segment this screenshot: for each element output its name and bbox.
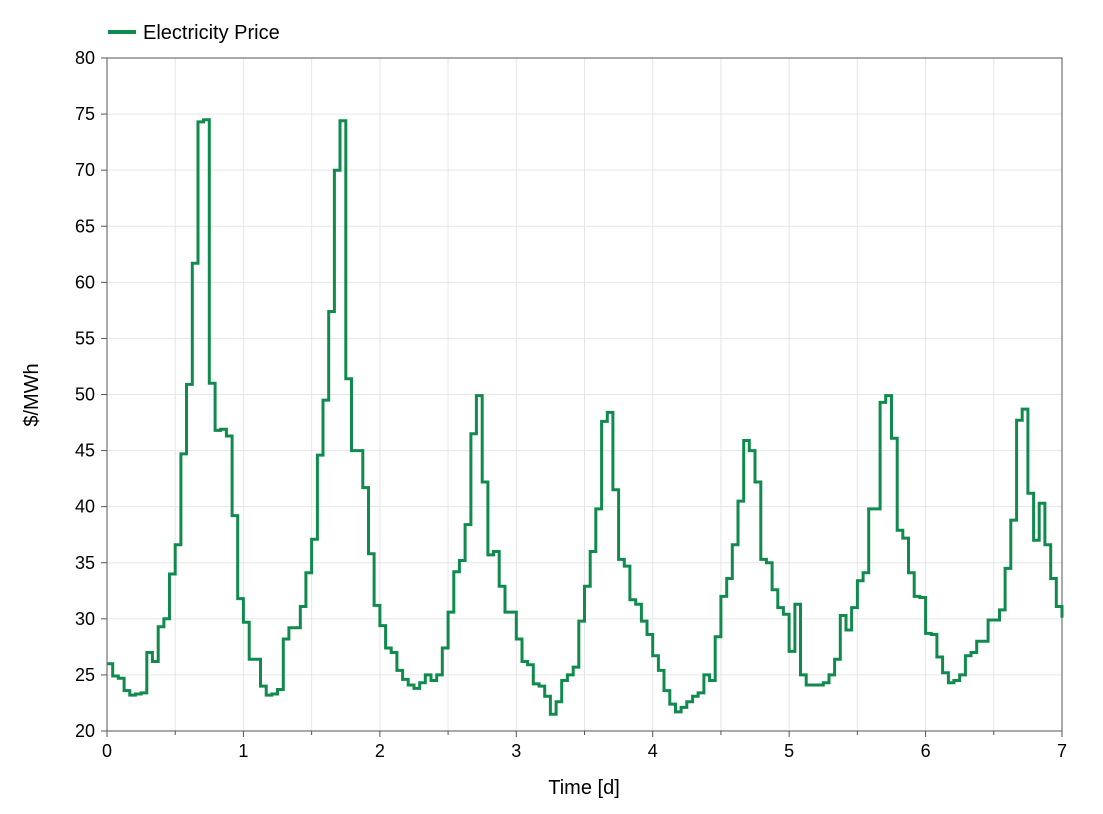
x-tick-label: 5 bbox=[784, 741, 794, 761]
y-tick-label: 60 bbox=[75, 272, 95, 292]
y-tick-label: 70 bbox=[75, 160, 95, 180]
x-axis-ticks: 0 1 2 3 4 5 6 7 bbox=[102, 731, 1067, 761]
x-tick-label: 6 bbox=[921, 741, 931, 761]
y-axis-title: $/MWh bbox=[21, 363, 43, 426]
x-tick-label: 2 bbox=[375, 741, 385, 761]
y-tick-label: 80 bbox=[75, 48, 95, 68]
y-tick-label: 75 bbox=[75, 104, 95, 124]
y-tick-label: 65 bbox=[75, 216, 95, 236]
y-tick-label: 50 bbox=[75, 385, 95, 405]
y-tick-label: 40 bbox=[75, 497, 95, 517]
series-layer bbox=[107, 118, 1064, 716]
y-tick-label: 25 bbox=[75, 665, 95, 685]
x-tick-label: 0 bbox=[102, 741, 112, 761]
x-tick-label: 1 bbox=[238, 741, 248, 761]
y-axis-ticks: 20 25 30 35 40 45 50 55 60 65 70 75 80 bbox=[75, 48, 107, 741]
x-tick-label: 4 bbox=[648, 741, 658, 761]
x-axis-title: Time [d] bbox=[548, 777, 620, 799]
x-tick-label: 7 bbox=[1057, 741, 1067, 761]
series-line-electricity-price bbox=[107, 118, 1064, 716]
y-tick-label: 30 bbox=[75, 609, 95, 629]
y-tick-label: 35 bbox=[75, 553, 95, 573]
y-tick-label: 55 bbox=[75, 328, 95, 348]
legend: Electricity Price bbox=[108, 22, 280, 44]
legend-label-electricity-price: Electricity Price bbox=[143, 22, 280, 44]
y-tick-label: 45 bbox=[75, 441, 95, 461]
y-tick-label: 20 bbox=[75, 721, 95, 741]
x-tick-label: 3 bbox=[511, 741, 521, 761]
